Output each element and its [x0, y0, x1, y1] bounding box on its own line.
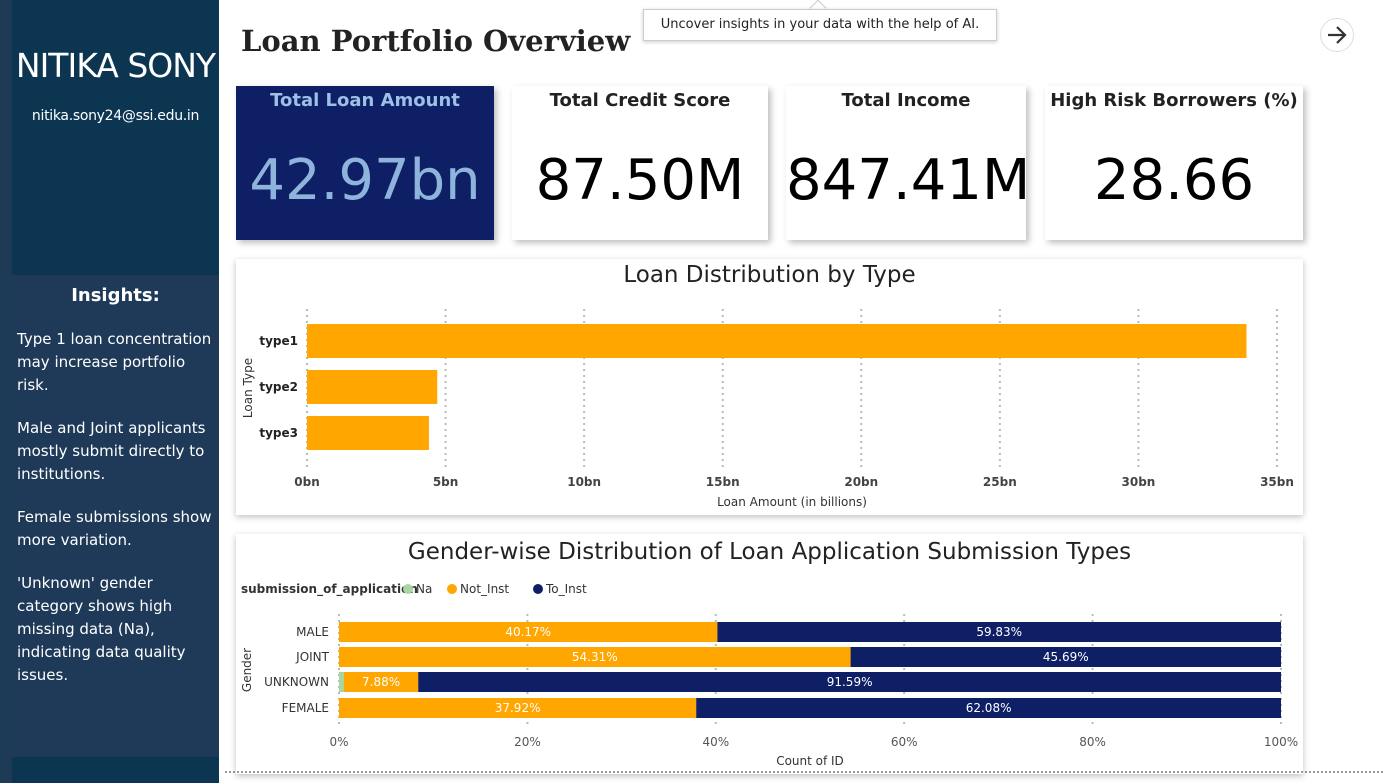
x-tick-label: 5bn: [433, 475, 458, 489]
loan-type-bar-chart[interactable]: 0bn 5bn 10bn 15bn 20bn 25bn 30bn 35bn type1 type2…: [236, 259, 1303, 515]
x-tick-label: 60%: [891, 735, 918, 749]
kpi-label: Total Credit Score: [549, 90, 731, 111]
x-tick-label: 15bn: [706, 475, 740, 489]
kpi-label: Total Loan Amount: [270, 90, 460, 111]
kpi-label: High Risk Borrowers (%): [1050, 90, 1298, 111]
data-label: 37.92%: [495, 701, 541, 715]
data-label: 54.31%: [572, 650, 618, 664]
insight-item: 'Unknown' gender category shows high mis…: [17, 574, 186, 684]
data-label: 45.69%: [1043, 650, 1089, 664]
x-tick-label: 80%: [1079, 735, 1106, 749]
x-tick-label: 0%: [329, 735, 348, 749]
bar-segment-to_inst: [418, 672, 1282, 692]
page-title: Loan Portfolio Overview: [241, 24, 631, 58]
x-tick-label: 40%: [702, 735, 729, 749]
bar-segment-not_inst: [339, 698, 697, 718]
y-tick-label: type2: [259, 380, 298, 394]
insights-panel: Insights: Type 1 loan concentration may …: [12, 275, 219, 757]
x-tick-label: 20bn: [844, 475, 878, 489]
y-tick-label: UNKNOWN: [264, 675, 329, 689]
x-tick-label: 35bn: [1260, 475, 1294, 489]
x-tick-label: 25bn: [983, 475, 1017, 489]
bar-segment-to_inst: [717, 622, 1281, 642]
chart-title: Loan Distribution by Type: [623, 262, 916, 288]
kpi-total-credit-score[interactable]: Total Credit Score 87.50M: [512, 86, 768, 240]
page-boundary: [225, 771, 1383, 773]
y-tick-label: type1: [259, 334, 298, 348]
bar-segment-to_inst: [696, 698, 1281, 718]
x-tick-label: 0bn: [294, 475, 319, 489]
kpi-value: 87.50M: [535, 148, 745, 213]
bar-segment-na: [339, 672, 344, 692]
legend-marker-not_inst: [447, 584, 457, 594]
insight-item: Female submissions show more variation.: [17, 508, 212, 549]
profile-card: NITIKA SONY nitika.sony24@ssi.edu.in: [12, 0, 219, 275]
y-tick-label: type3: [259, 426, 298, 440]
profile-email: nitika.sony24@ssi.edu.in: [31, 108, 200, 124]
next-page-button[interactable]: [1320, 18, 1354, 52]
kpi-value: 42.97bn: [249, 148, 481, 213]
kpi-total-loan-amount[interactable]: Total Loan Amount 42.97bn: [236, 86, 494, 240]
data-label: 62.08%: [966, 701, 1012, 715]
bar-segment-not_inst: [339, 622, 718, 642]
insight-item: Male and Joint applicants mostly submit …: [17, 419, 206, 483]
data-label: 7.88%: [362, 675, 400, 689]
bar-segment-not_inst: [339, 647, 851, 667]
x-tick-label: 20%: [514, 735, 541, 749]
gender-submission-chart-panel[interactable]: Gender-wise Distribution of Loan Applica…: [236, 534, 1303, 774]
insight-item: Type 1 loan concentration may increase p…: [17, 330, 212, 394]
y-axis-title: Loan Type: [241, 358, 255, 418]
legend-marker-na: [403, 584, 413, 594]
kpi-total-income[interactable]: Total Income 847.41M: [786, 86, 1031, 240]
data-label: 59.83%: [976, 625, 1022, 639]
bar-type3: [307, 416, 429, 450]
loan-type-chart-panel[interactable]: Loan Distribution by Type 0bn 5bn 10bn 15bn…: [236, 259, 1303, 515]
x-tick-label: 10bn: [567, 475, 601, 489]
x-tick-label: 100%: [1264, 735, 1298, 749]
data-label: 91.59%: [827, 675, 873, 689]
y-tick-label: MALE: [296, 625, 329, 639]
bar-type1: [307, 324, 1247, 358]
chart-title: Gender-wise Distribution of Loan Applica…: [407, 539, 1132, 565]
insights-title: Insights:: [71, 285, 160, 306]
legend-label: Not_Inst: [460, 582, 509, 596]
kpi-value: 847.41M: [786, 148, 1031, 213]
data-label: 40.17%: [505, 625, 551, 639]
kpi-label: Total Income: [841, 90, 971, 111]
y-tick-label: FEMALE: [282, 701, 329, 715]
x-axis-title: Count of ID: [776, 754, 844, 768]
y-tick-label: JOINT: [295, 650, 330, 664]
x-axis-title: Loan Amount (in billions): [717, 495, 867, 509]
bar-segment-to_inst: [850, 647, 1281, 667]
kpi-value: 28.66: [1093, 148, 1255, 213]
insights-list: Type 1 loan concentration may increase p…: [17, 328, 217, 707]
legend-label: Na: [416, 582, 432, 596]
bar-type2: [307, 370, 438, 404]
ai-insights-tooltip: Uncover insights in your data with the h…: [643, 9, 997, 41]
legend-marker-to_inst: [533, 584, 543, 594]
arrow-right-icon: [1328, 26, 1347, 44]
y-axis-title: Gender: [240, 648, 254, 692]
legend-title: submission_of_application: [241, 582, 418, 597]
sidebar-footer: [12, 757, 219, 783]
x-tick-label: 30bn: [1122, 475, 1156, 489]
sidebar: NITIKA SONY nitika.sony24@ssi.edu.in Ins…: [0, 0, 219, 783]
profile-name: NITIKA SONY: [15, 46, 216, 85]
kpi-high-risk-borrowers[interactable]: High Risk Borrowers (%) 28.66: [1045, 86, 1303, 240]
legend-label: To_Inst: [545, 582, 587, 596]
bar-segment-not_inst: [343, 672, 419, 692]
